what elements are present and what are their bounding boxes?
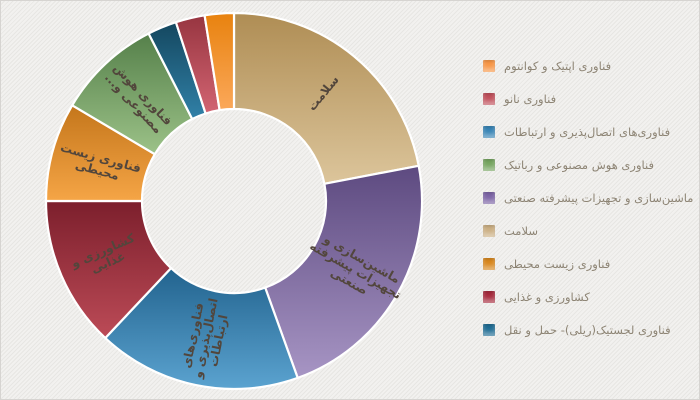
legend-item-optics-quantum[interactable]: فناوری اپتیک و کوانتوم [483,55,693,76]
legend-item-machine[interactable]: ماشین‌سازی و تجهیزات پیشرفته صنعتی [483,187,693,208]
pie-slice-machine[interactable] [264,164,424,379]
legend-item-label: فناوری‌های اتصال‌پذیری و ارتباطات [504,124,671,139]
legend-item-label: ماشین‌سازی و تجهیزات پیشرفته صنعتی [504,190,694,205]
legend-item-label: فناوری لجستیک(ریلی)- حمل و نقل [504,322,671,337]
legend-item-environment[interactable]: فناوری زیست محیطی [483,253,693,274]
legend-item-nano[interactable]: فناوری نانو [483,88,693,109]
pie-slice-salamat[interactable] [232,11,420,185]
legend-color-swatch-icon [483,59,495,72]
legend-item-label: فناوری اپتیک و کوانتوم [504,58,612,73]
legend-item-label: فناوری زیست محیطی [504,256,611,271]
legend-item-salamat[interactable]: سلامت [483,220,693,241]
pie-slice-optics-quantum[interactable] [203,11,236,112]
pie-slice-ict[interactable] [104,267,299,391]
legend-color-swatch-icon [483,290,495,303]
legend-item-label: کشاورزی و غذایی [504,289,590,304]
legend-color-swatch-icon [483,92,495,105]
legend-item-ict[interactable]: فناوری‌های اتصال‌پذیری و ارتباطات [483,121,693,142]
legend-color-swatch-icon [483,125,495,138]
legend-color-swatch-icon [483,257,495,270]
chart-legend: فناوری اپتیک و کوانتوم فناوری نانو فناور… [483,55,693,352]
slice-label-ict: فناوری‌هایاتصال‌پذیری وارتباطات [178,294,234,383]
legend-color-swatch-icon [483,224,495,237]
legend-item-logistics[interactable]: فناوری لجستیک(ریلی)- حمل و نقل [483,319,693,340]
legend-item-label: سلامت [504,223,538,238]
legend-color-swatch-icon [483,158,495,171]
legend-color-swatch-icon [483,191,495,204]
legend-item-label: فناوری نانو [504,91,557,106]
legend-item-ai-robotics[interactable]: فناوری هوش مصنوعی و رباتیک [483,154,693,175]
legend-item-label: فناوری هوش مصنوعی و رباتیک [504,157,655,172]
legend-item-agri-food[interactable]: کشاورزی و غذایی [483,286,693,307]
legend-color-swatch-icon [483,323,495,336]
donut-chart: سلامت ماشین‌سازی وتجهیزات پیشرفتهصنعتی فنا… [1,1,461,399]
